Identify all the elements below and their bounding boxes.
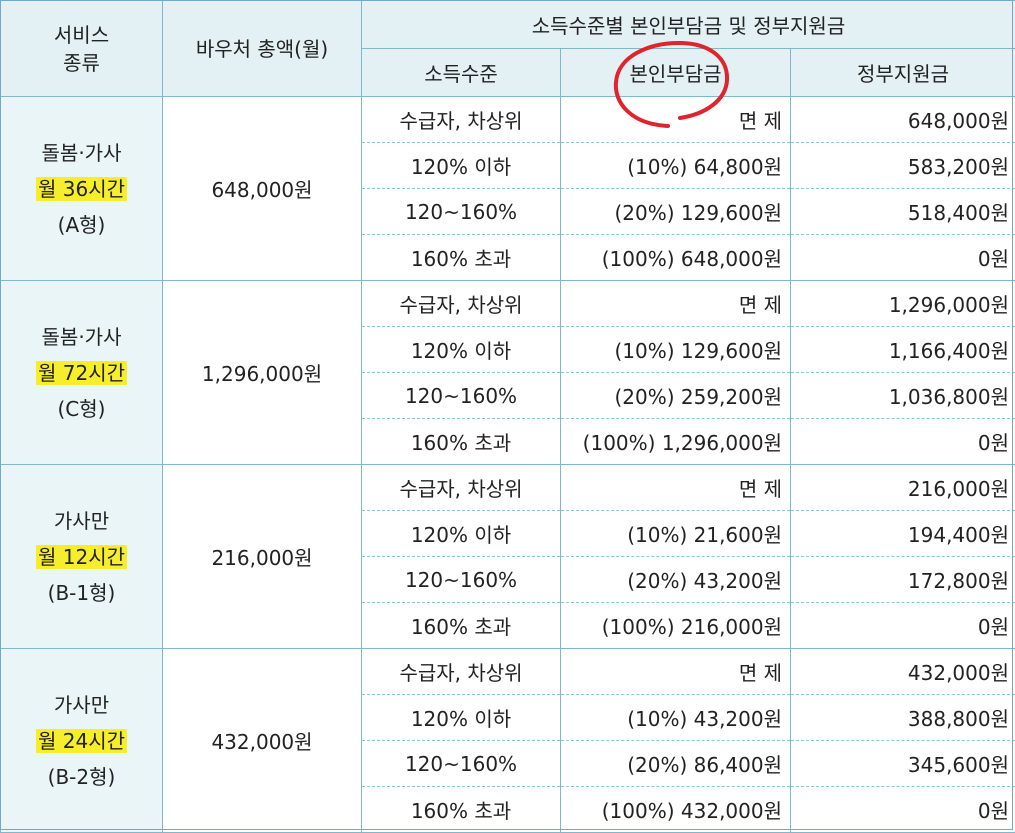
table-frame [0,0,1013,830]
